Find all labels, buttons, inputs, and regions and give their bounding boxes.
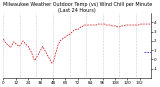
Title: Milwaukee Weather Outdoor Temp (vs) Wind Chill per Minute (Last 24 Hours): Milwaukee Weather Outdoor Temp (vs) Wind… — [3, 2, 152, 13]
